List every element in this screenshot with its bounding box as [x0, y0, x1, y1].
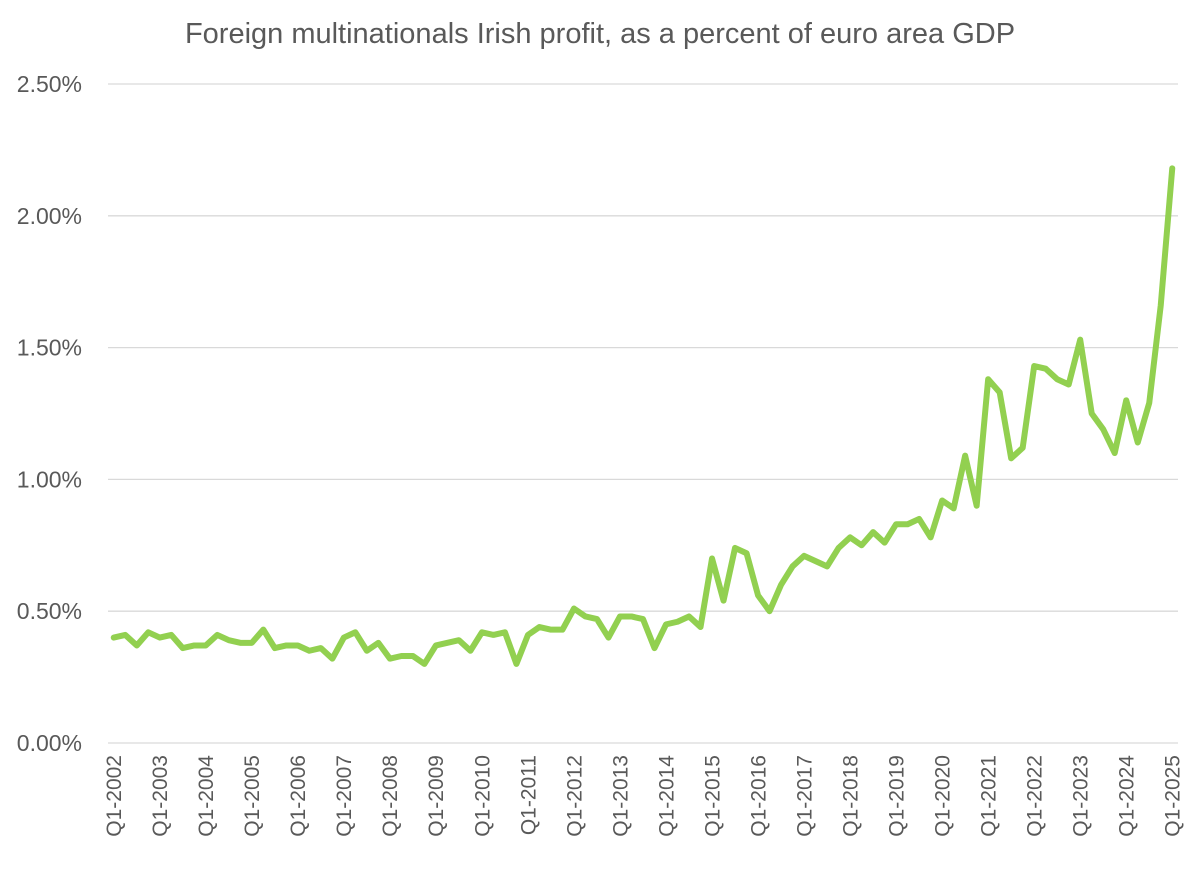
- x-tick-label: Q1-2011: [517, 755, 540, 835]
- x-tick-label: Q1-2015: [701, 755, 724, 837]
- x-tick-label: Q1-2014: [655, 755, 678, 837]
- x-tick-label: Q1-2025: [1162, 755, 1185, 837]
- x-tick-label: Q1-2018: [839, 755, 862, 837]
- y-tick-label: 2.50%: [17, 71, 82, 97]
- y-tick-label: 1.00%: [17, 466, 82, 492]
- x-tick-label: Q1-2006: [287, 755, 310, 837]
- x-tick-label: Q1-2010: [471, 755, 494, 837]
- x-tick-label: Q1-2024: [1116, 755, 1139, 837]
- series-line-0: [110, 165, 1176, 667]
- x-tick-label: Q1-2021: [978, 755, 1001, 837]
- x-tick-label: Q1-2009: [425, 755, 448, 837]
- x-tick-label: Q1-2008: [379, 755, 402, 837]
- x-tick-label: Q1-2003: [149, 755, 172, 837]
- x-tick-label: Q1-2017: [793, 755, 816, 837]
- x-tick-label: Q1-2012: [563, 755, 586, 837]
- x-tick-label: Q1-2019: [885, 755, 908, 837]
- y-tick-label: 2.00%: [17, 203, 82, 229]
- y-tick-label: 0.50%: [17, 598, 82, 624]
- x-tick-label: Q1-2013: [609, 755, 632, 837]
- y-tick-label: 0.00%: [17, 730, 82, 756]
- x-tick-label: Q1-2007: [333, 755, 356, 837]
- x-tick-label: Q1-2023: [1070, 755, 1093, 837]
- x-tick-label: Q1-2020: [931, 755, 954, 837]
- chart-title: Foreign multinationals Irish profit, as …: [184, 18, 1016, 50]
- x-tick-label: Q1-2016: [747, 755, 770, 837]
- x-tick-label: Q1-2004: [195, 755, 218, 837]
- x-tick-label: Q1-2002: [103, 755, 126, 837]
- x-tick-label: Q1-2022: [1024, 755, 1047, 837]
- y-tick-label: 1.50%: [17, 335, 82, 361]
- x-tick-label: Q1-2005: [241, 755, 264, 837]
